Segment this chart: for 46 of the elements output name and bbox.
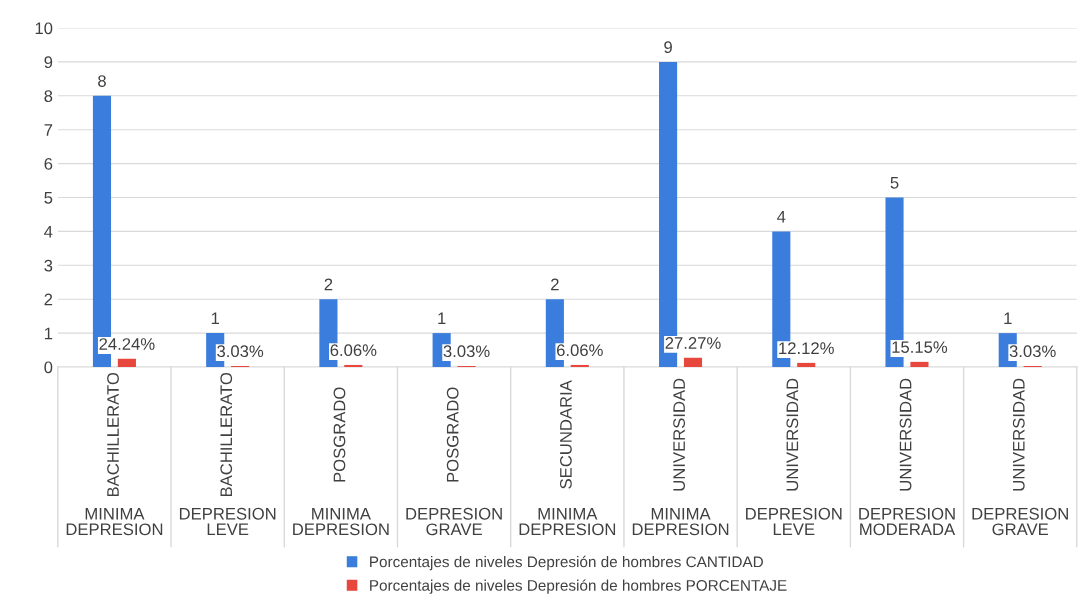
x-tick-label: UNIVERSIDAD MINIMA DEPRESION xyxy=(632,378,729,536)
x-tick-label: BACHILLERATO MINIMA DEPRESION xyxy=(66,372,163,536)
y-tick-label: 4 xyxy=(44,225,53,238)
x-tick-label: UNIVERSIDAD DEPRESION MODERADA xyxy=(859,378,956,536)
category-label: POSGRADO MINIMA DEPRESION xyxy=(293,387,389,536)
y-tick-label: 1 xyxy=(44,327,53,340)
bar xyxy=(570,364,589,367)
x-tick-label: UNIVERSIDAD DEPRESION LEVE xyxy=(746,378,842,536)
bar xyxy=(683,357,703,367)
x-tick-label: SECUNDARIA MINIMA DEPRESION xyxy=(519,380,616,536)
bar xyxy=(117,358,136,367)
y-tick-label: 0 xyxy=(44,361,53,374)
data-label: 1 xyxy=(211,312,220,325)
y-tick-label: 5 xyxy=(44,192,53,204)
y-tick-label: 6 xyxy=(44,158,53,170)
data-label: 4 xyxy=(777,210,786,223)
y-tick-label: 8 xyxy=(44,90,53,102)
data-label: 2 xyxy=(551,278,559,291)
data-label: 3.03% xyxy=(443,345,490,358)
data-label: 27.27% xyxy=(665,337,721,349)
bar xyxy=(797,362,816,367)
x-tick-label: BACHILLERATO DEPRESION LEVE xyxy=(179,372,276,536)
data-label: 8 xyxy=(98,75,106,87)
legend-label: Porcentajes de niveles Depresión de hombres CANTIDAD xyxy=(370,555,763,571)
bar xyxy=(910,361,929,367)
category-label: POSGRADO DEPRESION GRAVE xyxy=(406,387,502,536)
data-label: 3.03% xyxy=(1009,345,1056,358)
y-tick-label: 3 xyxy=(44,259,53,272)
data-label: 15.15% xyxy=(892,341,948,354)
data-label: 12.12% xyxy=(779,342,834,354)
data-label: 6.06% xyxy=(330,344,377,357)
bar xyxy=(344,364,363,367)
legend-label: Porcentajes de niveles Depresión de hombres PORCENTAJE xyxy=(370,579,787,594)
y-tick-label: 7 xyxy=(44,124,53,136)
data-label: 24.24% xyxy=(99,338,155,350)
y-tick-label: 9 xyxy=(44,56,53,69)
data-label: 9 xyxy=(664,41,672,54)
y-tick-label: 2 xyxy=(44,293,53,306)
x-tick-label: UNIVERSIDAD DEPRESION GRAVE xyxy=(972,378,1068,536)
data-label: 1 xyxy=(438,312,446,325)
data-label: 6.06% xyxy=(556,344,603,357)
data-label: 3.03% xyxy=(217,345,264,358)
data-label: 5 xyxy=(890,177,899,189)
y-tick-label: 10 xyxy=(35,22,53,35)
data-label: 1 xyxy=(1004,312,1012,325)
data-label: 2 xyxy=(324,278,333,291)
